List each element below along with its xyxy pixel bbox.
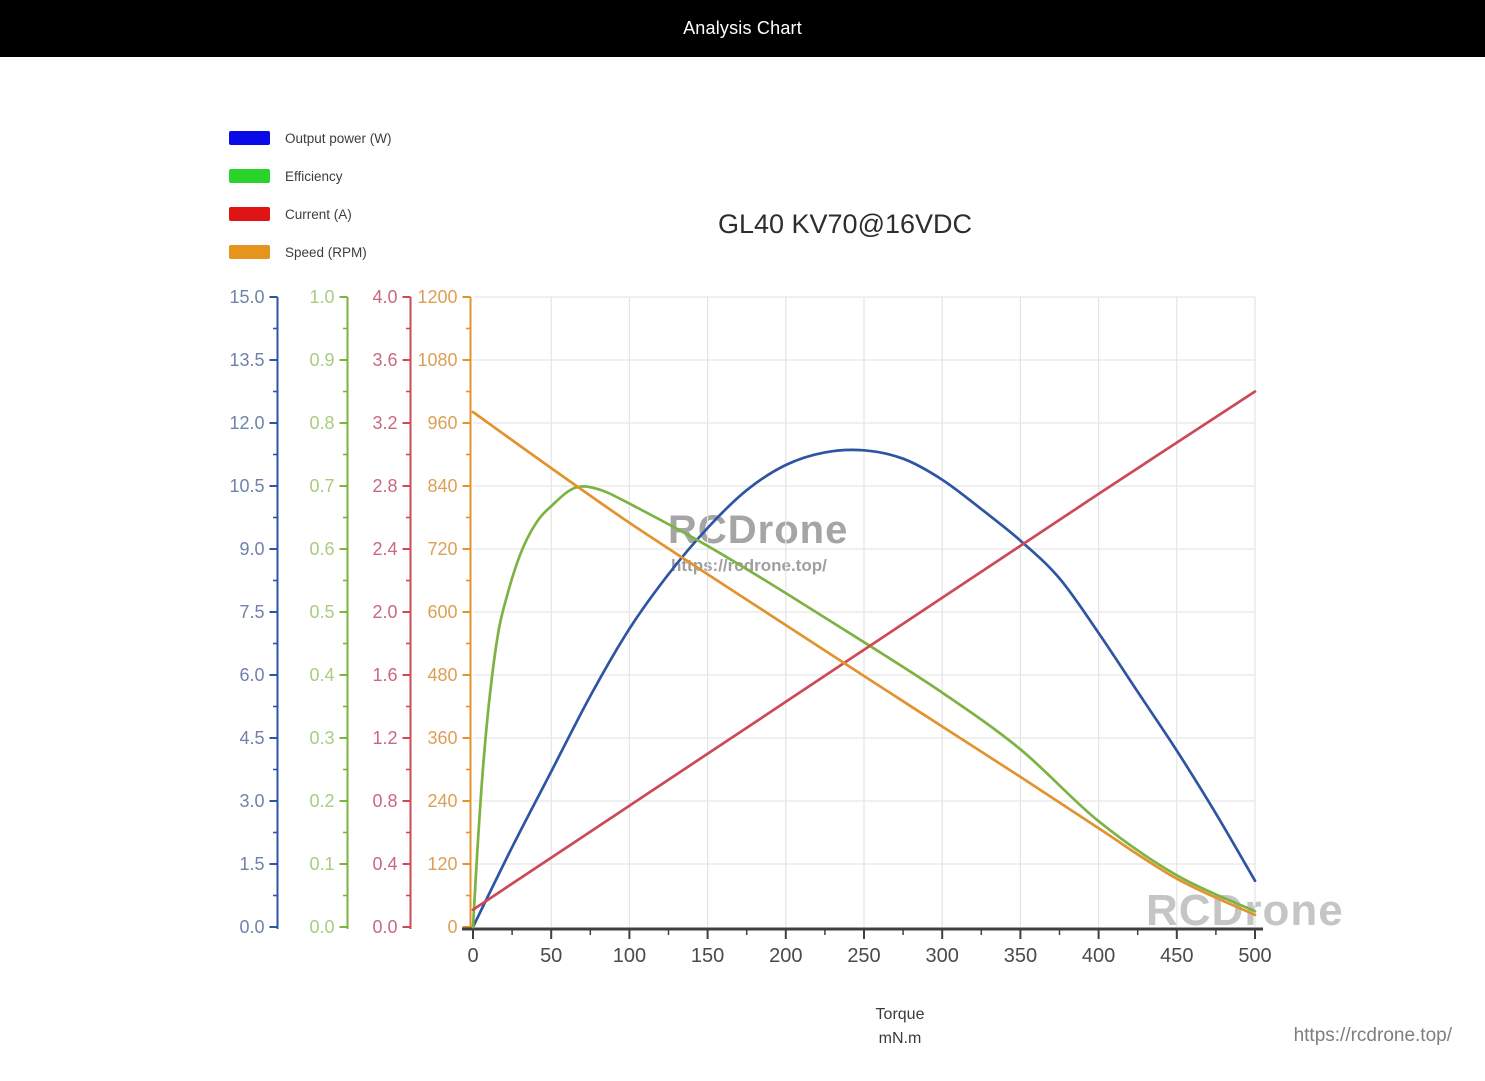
y-axis-tick-label: 720 bbox=[427, 539, 457, 559]
y-axis-speed-rpm-: 0 120 240 360 480 600 720 840 960 1080 1200 bbox=[417, 287, 472, 937]
y-axis-tick-label: 1.6 bbox=[372, 665, 397, 685]
y-axis-tick-label: 3.6 bbox=[372, 350, 397, 370]
legend-swatch-icon bbox=[229, 169, 270, 183]
y-axis-tick-label: 0.7 bbox=[309, 476, 334, 496]
legend-label: Speed (RPM) bbox=[285, 244, 367, 260]
chart-title: GL40 KV70@16VDC bbox=[717, 209, 973, 239]
x-axis: 0 50 100 150 200 250 300 350 400 450 500 bbox=[462, 927, 1272, 967]
x-axis-title-line1: Torque bbox=[875, 1006, 925, 1023]
y-axis-tick-label: 0.0 bbox=[309, 917, 334, 937]
watermark-center-url: https://rcdrone.top/ bbox=[671, 556, 827, 575]
y-axis-tick-label: 4.0 bbox=[372, 287, 397, 307]
y-axis-tick-label: 0.4 bbox=[372, 854, 397, 874]
x-axis-tick-label: 350 bbox=[1004, 945, 1037, 967]
y-axis-tick-label: 0.8 bbox=[372, 791, 397, 811]
y-axis-current-a-: 0.0 0.4 0.8 1.2 1.6 2.0 2.4 2.8 3.2 3.6 4.0 bbox=[372, 287, 412, 937]
page-title: Analysis Chart bbox=[683, 18, 802, 38]
y-axis-tick-label: 600 bbox=[427, 602, 457, 622]
x-axis-tick-label: 300 bbox=[926, 945, 959, 967]
chart-legend: Output power (W) Efficiency Current (A) Spe… bbox=[229, 126, 392, 278]
y-axis-output-power-w-: 0.0 1.5 3.0 4.5 6.0 7.5 9.0 10.5 12.0 13.5 15.0 bbox=[229, 287, 279, 937]
legend-item: Current (A) bbox=[229, 202, 392, 226]
legend-item: Speed (RPM) bbox=[229, 240, 392, 264]
app-header: Analysis Chart bbox=[0, 0, 1485, 57]
x-axis-tick-label: 400 bbox=[1082, 945, 1115, 967]
y-axis-tick-label: 0.5 bbox=[309, 602, 334, 622]
x-axis-tick-label: 150 bbox=[691, 945, 724, 967]
y-axis-tick-label: 1080 bbox=[417, 350, 457, 370]
y-axis-tick-label: 960 bbox=[427, 413, 457, 433]
x-axis-title: Torque mN.m bbox=[876, 1003, 925, 1051]
y-axis-tick-label: 10.5 bbox=[229, 476, 264, 496]
legend-swatch-icon bbox=[229, 207, 270, 221]
y-axis-tick-label: 0.1 bbox=[309, 854, 334, 874]
y-axis-tick-label: 840 bbox=[427, 476, 457, 496]
y-axis-tick-label: 0.6 bbox=[309, 539, 334, 559]
y-axis-tick-label: 2.0 bbox=[372, 602, 397, 622]
legend-swatch-icon bbox=[229, 245, 270, 259]
y-axis-tick-label: 120 bbox=[427, 854, 457, 874]
watermark-center: RCDrone bbox=[668, 508, 849, 552]
y-axis-tick-label: 0.8 bbox=[309, 413, 334, 433]
y-axis-tick-label: 1.0 bbox=[309, 287, 334, 307]
y-axis-tick-label: 1.2 bbox=[372, 728, 397, 748]
x-axis-tick-label: 450 bbox=[1160, 945, 1193, 967]
y-axis-tick-label: 3.2 bbox=[372, 413, 397, 433]
footer-url: https://rcdrone.top/ bbox=[1293, 1025, 1452, 1046]
y-axis-efficiency: 0.0 0.1 0.2 0.3 0.4 0.5 0.6 0.7 0.8 0.9 1.0 bbox=[309, 287, 349, 937]
y-axis-tick-label: 0.0 bbox=[239, 917, 264, 937]
y-axis-tick-label: 2.8 bbox=[372, 476, 397, 496]
x-axis-tick-label: 250 bbox=[847, 945, 880, 967]
series-efficiency bbox=[471, 485, 1257, 929]
x-axis-title-line2: mN.m bbox=[878, 1030, 922, 1047]
y-axis-tick-label: 1200 bbox=[417, 287, 457, 307]
x-axis-tick-label: 200 bbox=[769, 945, 802, 967]
series-current-a- bbox=[471, 390, 1257, 912]
y-axis-tick-label: 480 bbox=[427, 665, 457, 685]
y-axis-tick-label: 12.0 bbox=[229, 413, 264, 433]
legend-item: Output power (W) bbox=[229, 126, 392, 150]
x-axis-tick-label: 50 bbox=[540, 945, 562, 967]
y-axis-tick-label: 13.5 bbox=[229, 350, 264, 370]
legend-item: Efficiency bbox=[229, 164, 392, 188]
series-speed-rpm- bbox=[471, 410, 1257, 917]
y-axis-tick-label: 0.3 bbox=[309, 728, 334, 748]
y-axis-tick-label: 6.0 bbox=[239, 665, 264, 685]
x-axis-tick-label: 500 bbox=[1238, 945, 1271, 967]
y-axis-tick-label: 0.2 bbox=[309, 791, 334, 811]
y-axis-tick-label: 4.5 bbox=[239, 728, 264, 748]
y-axis-tick-label: 0.9 bbox=[309, 350, 334, 370]
legend-label: Current (A) bbox=[285, 206, 352, 222]
grid-layer bbox=[473, 296, 1256, 927]
y-axis-tick-label: 360 bbox=[427, 728, 457, 748]
y-axis-tick-label: 2.4 bbox=[372, 539, 397, 559]
y-axis-tick-label: 240 bbox=[427, 791, 457, 811]
y-axis-tick-label: 1.5 bbox=[239, 854, 264, 874]
y-axis-tick-label: 0.4 bbox=[309, 665, 334, 685]
legend-swatch-icon bbox=[229, 131, 270, 145]
y-axis-tick-label: 0.0 bbox=[372, 917, 397, 937]
x-axis-tick-label: 0 bbox=[467, 945, 478, 967]
x-axis-tick-label: 100 bbox=[613, 945, 646, 967]
y-axis-tick-label: 7.5 bbox=[239, 602, 264, 622]
series-output-power-w- bbox=[471, 448, 1257, 929]
y-axis-tick-label: 3.0 bbox=[239, 791, 264, 811]
y-axis-tick-label: 0 bbox=[447, 917, 457, 937]
legend-label: Efficiency bbox=[285, 168, 343, 184]
y-axis-tick-label: 15.0 bbox=[229, 287, 264, 307]
y-axis-tick-label: 9.0 bbox=[239, 539, 264, 559]
legend-label: Output power (W) bbox=[285, 130, 392, 146]
